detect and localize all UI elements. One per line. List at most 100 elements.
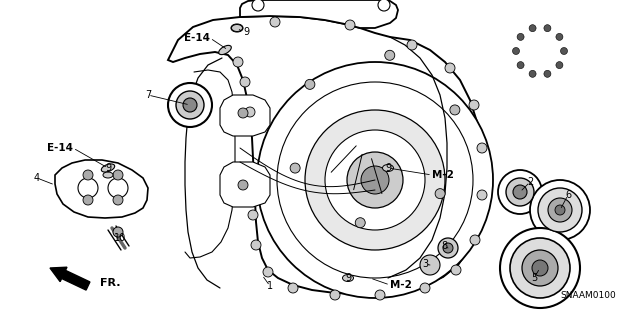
Circle shape <box>378 0 390 11</box>
Circle shape <box>233 57 243 67</box>
Circle shape <box>556 62 563 69</box>
Circle shape <box>561 48 568 55</box>
Text: 2: 2 <box>527 177 533 187</box>
Circle shape <box>263 267 273 277</box>
Ellipse shape <box>342 275 353 281</box>
Circle shape <box>438 238 458 258</box>
Circle shape <box>477 143 487 153</box>
Ellipse shape <box>232 25 243 32</box>
Text: 3: 3 <box>422 259 428 269</box>
Text: M-2: M-2 <box>432 170 454 180</box>
Circle shape <box>113 170 123 180</box>
Text: E-14: E-14 <box>47 143 73 153</box>
Text: M-2: M-2 <box>390 280 412 290</box>
Text: 8: 8 <box>441 241 447 251</box>
Text: 10: 10 <box>114 233 126 243</box>
Circle shape <box>532 260 548 276</box>
Circle shape <box>83 195 93 205</box>
Circle shape <box>305 110 445 250</box>
Circle shape <box>257 62 493 298</box>
Circle shape <box>435 189 445 199</box>
FancyArrow shape <box>50 267 90 290</box>
Circle shape <box>522 250 558 286</box>
Circle shape <box>445 63 455 73</box>
Text: E-14: E-14 <box>184 33 210 43</box>
Ellipse shape <box>219 45 231 55</box>
Circle shape <box>277 82 473 278</box>
Text: SNAAM0100: SNAAM0100 <box>560 291 616 300</box>
Text: 1: 1 <box>267 281 273 291</box>
Circle shape <box>555 205 565 215</box>
Circle shape <box>556 33 563 41</box>
Circle shape <box>420 255 440 275</box>
Ellipse shape <box>103 172 113 178</box>
Circle shape <box>513 48 520 55</box>
Circle shape <box>176 91 204 119</box>
Text: 9: 9 <box>105 163 111 173</box>
Circle shape <box>270 17 280 27</box>
Circle shape <box>251 240 261 250</box>
Circle shape <box>530 180 590 240</box>
Circle shape <box>78 178 98 198</box>
Polygon shape <box>220 162 270 207</box>
Circle shape <box>385 50 395 60</box>
Circle shape <box>538 188 582 232</box>
Text: 9: 9 <box>345 273 351 283</box>
Ellipse shape <box>383 165 394 172</box>
Circle shape <box>548 198 572 222</box>
Circle shape <box>420 283 430 293</box>
Circle shape <box>240 77 250 87</box>
Circle shape <box>544 25 551 32</box>
Circle shape <box>238 180 248 190</box>
Polygon shape <box>55 160 148 218</box>
Ellipse shape <box>231 24 243 32</box>
Circle shape <box>375 290 385 300</box>
Polygon shape <box>168 16 483 294</box>
Circle shape <box>450 105 460 115</box>
Circle shape <box>443 243 453 253</box>
Circle shape <box>451 265 461 275</box>
Circle shape <box>517 62 524 69</box>
Circle shape <box>347 152 403 208</box>
Ellipse shape <box>101 164 115 172</box>
Circle shape <box>355 218 365 228</box>
Text: 4: 4 <box>34 173 40 183</box>
Text: FR.: FR. <box>100 278 120 288</box>
Circle shape <box>113 195 123 205</box>
Circle shape <box>407 40 417 50</box>
Text: 6: 6 <box>565 190 571 200</box>
Circle shape <box>529 70 536 77</box>
Circle shape <box>510 238 570 298</box>
Circle shape <box>469 100 479 110</box>
Circle shape <box>470 235 480 245</box>
Polygon shape <box>240 0 398 28</box>
Circle shape <box>252 0 264 11</box>
Circle shape <box>513 185 527 199</box>
Polygon shape <box>220 95 270 136</box>
Circle shape <box>477 190 487 200</box>
Circle shape <box>238 108 248 118</box>
Text: 9: 9 <box>243 27 249 37</box>
Circle shape <box>168 83 212 127</box>
Circle shape <box>108 178 128 198</box>
Text: 5: 5 <box>531 273 537 283</box>
Circle shape <box>290 163 300 173</box>
Circle shape <box>305 79 315 89</box>
Circle shape <box>517 33 524 41</box>
Circle shape <box>529 25 536 32</box>
Circle shape <box>506 178 534 206</box>
Circle shape <box>245 107 255 117</box>
Text: 9: 9 <box>385 163 391 173</box>
Circle shape <box>83 170 93 180</box>
Circle shape <box>183 98 197 112</box>
Circle shape <box>288 283 298 293</box>
Circle shape <box>500 228 580 308</box>
Circle shape <box>498 170 542 214</box>
Circle shape <box>345 20 355 30</box>
Circle shape <box>361 166 389 194</box>
Circle shape <box>544 70 551 77</box>
Circle shape <box>330 290 340 300</box>
Circle shape <box>325 130 425 230</box>
Text: 7: 7 <box>145 90 151 100</box>
Circle shape <box>113 227 123 237</box>
